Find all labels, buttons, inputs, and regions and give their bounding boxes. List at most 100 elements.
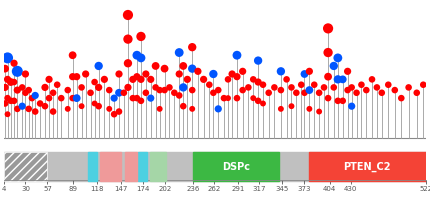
- Point: [106, 107, 113, 111]
- Point: [301, 72, 308, 76]
- Point: [22, 72, 29, 76]
- Point: [306, 107, 313, 111]
- Point: [391, 88, 398, 92]
- Point: [171, 91, 178, 95]
- Point: [335, 78, 341, 81]
- Point: [19, 105, 26, 108]
- Bar: [309, 152, 426, 181]
- Point: [42, 105, 49, 108]
- Point: [64, 88, 71, 92]
- Point: [91, 102, 98, 105]
- Point: [142, 72, 149, 76]
- Point: [116, 91, 123, 95]
- Point: [325, 27, 332, 30]
- Point: [4, 112, 11, 116]
- Point: [378, 91, 385, 95]
- Point: [344, 70, 351, 73]
- Bar: [138, 152, 147, 181]
- Point: [255, 99, 261, 102]
- Point: [316, 110, 322, 113]
- Point: [306, 88, 313, 92]
- Point: [95, 64, 102, 68]
- Point: [255, 80, 261, 84]
- Point: [339, 78, 346, 81]
- Point: [147, 96, 154, 100]
- Point: [210, 91, 217, 95]
- Point: [215, 107, 222, 111]
- Point: [250, 78, 257, 81]
- Point: [311, 83, 318, 86]
- Point: [120, 91, 127, 95]
- Point: [180, 64, 187, 68]
- Point: [69, 75, 76, 78]
- Point: [250, 96, 257, 100]
- Point: [260, 83, 267, 86]
- Point: [420, 83, 427, 86]
- Point: [335, 56, 341, 60]
- Bar: [88, 152, 97, 181]
- Point: [42, 86, 49, 89]
- Point: [330, 64, 337, 68]
- Point: [233, 96, 240, 100]
- Point: [2, 67, 9, 70]
- Point: [161, 88, 168, 92]
- Point: [138, 78, 144, 81]
- Point: [125, 13, 132, 17]
- Point: [147, 78, 154, 81]
- Bar: [193, 152, 279, 181]
- Point: [353, 91, 360, 95]
- Point: [373, 86, 380, 89]
- Point: [78, 86, 85, 89]
- Point: [316, 91, 322, 95]
- Point: [184, 78, 191, 81]
- Point: [111, 112, 117, 116]
- Point: [229, 72, 236, 76]
- Point: [325, 96, 332, 100]
- Point: [133, 75, 140, 78]
- Point: [32, 110, 39, 113]
- Point: [221, 96, 227, 100]
- Point: [239, 88, 246, 92]
- Point: [398, 96, 405, 100]
- Point: [224, 78, 231, 81]
- Point: [245, 86, 252, 89]
- Point: [4, 96, 11, 100]
- Point: [101, 78, 108, 81]
- Point: [58, 96, 64, 100]
- Point: [210, 72, 217, 76]
- Point: [11, 99, 18, 102]
- Point: [348, 105, 355, 108]
- Point: [166, 86, 173, 89]
- Point: [335, 99, 341, 102]
- Point: [11, 62, 18, 65]
- Point: [206, 83, 213, 86]
- Point: [233, 75, 240, 78]
- Point: [14, 107, 21, 111]
- Point: [37, 102, 43, 105]
- Point: [106, 88, 113, 92]
- Point: [32, 94, 39, 97]
- Point: [156, 107, 163, 111]
- Point: [152, 64, 159, 68]
- Point: [224, 96, 231, 100]
- Point: [277, 107, 284, 111]
- Text: PTEN_C2: PTEN_C2: [344, 161, 391, 172]
- Point: [138, 99, 144, 102]
- Point: [111, 96, 117, 100]
- Point: [189, 107, 196, 111]
- Point: [133, 53, 140, 57]
- Point: [95, 105, 102, 108]
- Point: [11, 80, 18, 84]
- Point: [215, 88, 222, 92]
- Bar: [125, 152, 137, 181]
- Point: [277, 70, 284, 73]
- Point: [64, 107, 71, 111]
- Point: [25, 88, 32, 92]
- Text: DSPc: DSPc: [222, 161, 250, 171]
- Point: [50, 110, 57, 113]
- Bar: [100, 152, 121, 181]
- Bar: [4, 152, 47, 181]
- Point: [25, 107, 32, 111]
- Bar: [150, 152, 166, 181]
- Point: [19, 86, 26, 89]
